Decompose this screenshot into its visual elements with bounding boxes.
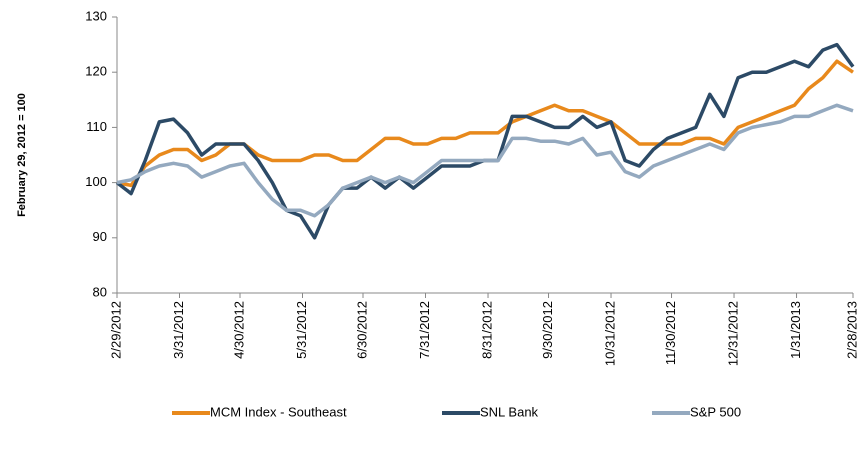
x-tick-label: 6/30/2012 xyxy=(354,301,369,359)
x-tick-label: 2/29/2012 xyxy=(108,301,123,359)
x-tick-label: 12/31/2012 xyxy=(725,301,740,366)
y-tick-label: 90 xyxy=(93,229,107,244)
x-tick-label: 10/31/2012 xyxy=(602,301,617,366)
x-tick-label: 8/31/2012 xyxy=(479,301,494,359)
y-tick-label: 120 xyxy=(85,64,107,79)
x-tick-label: 11/30/2012 xyxy=(663,301,678,365)
y-tick-label: 100 xyxy=(85,174,107,189)
x-tick-label: 4/30/2012 xyxy=(231,301,246,359)
y-axis-label: February 29, 2012 = 100 xyxy=(16,93,28,217)
x-tick-label: 7/31/2012 xyxy=(417,301,432,359)
series-line xyxy=(116,103,854,218)
x-tick-label: 3/31/2012 xyxy=(171,301,186,359)
legend-label: S&P 500 xyxy=(690,404,741,419)
y-tick-label: 80 xyxy=(93,284,107,299)
x-tick-label: 1/31/2013 xyxy=(788,301,803,359)
legend-label: MCM Index - Southeast xyxy=(210,404,347,419)
legend-label: SNL Bank xyxy=(480,404,539,419)
y-tick-label: 110 xyxy=(86,119,107,134)
series-line xyxy=(115,42,855,240)
x-tick-label: 9/30/2012 xyxy=(540,301,555,359)
x-tick-label: 5/31/2012 xyxy=(294,301,309,359)
y-tick-label: 130 xyxy=(85,8,107,23)
x-tick-label: 2/28/2013 xyxy=(844,301,858,359)
